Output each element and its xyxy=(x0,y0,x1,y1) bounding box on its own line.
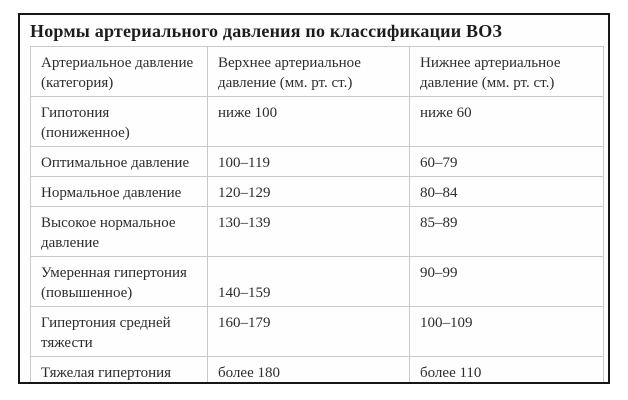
cell-diastolic: 80–84 xyxy=(409,176,604,207)
cell-category: Тяжелая гипертония xyxy=(30,356,208,382)
cell-category: Нормальное давление xyxy=(30,176,208,207)
cell-systolic: 100–119 xyxy=(207,146,410,177)
table-header-row: Артериальное давление (категория) Верхне… xyxy=(30,46,604,97)
cell-category: Гипотония (пониженное) xyxy=(30,96,208,147)
bp-norms-panel: Нормы артериального давления по классифи… xyxy=(18,13,610,384)
column-header-diastolic: Нижнее артериальное давление (мм. рт. ст… xyxy=(409,46,604,97)
column-header-category: Артериальное давление (категория) xyxy=(30,46,208,97)
cell-category: Высокое нормальное давление xyxy=(30,206,208,257)
table-row: Оптимальное давление 100–119 60–79 xyxy=(30,146,604,177)
cell-diastolic: 100–109 xyxy=(409,306,604,357)
table-row: Нормальное давление 120–129 80–84 xyxy=(30,176,604,207)
table-row: Умеренная гипертония (повышенное) 140–159… xyxy=(30,256,604,307)
cell-systolic: ниже 100 xyxy=(207,96,410,147)
cell-systolic: 120–129 xyxy=(207,176,410,207)
cell-diastolic: 85–89 xyxy=(409,206,604,257)
cell-systolic: 130–139 xyxy=(207,206,410,257)
bp-table: Артериальное давление (категория) Верхне… xyxy=(30,46,604,382)
cell-systolic: 140–159 xyxy=(207,256,410,307)
cell-category: Гипертония средней тяжести xyxy=(30,306,208,357)
table-body: Гипотония (пониженное) ниже 100 ниже 60 Опт… xyxy=(30,96,604,382)
cell-systolic: более 180 xyxy=(207,356,410,382)
table-row: Высокое нормальное давление 130–139 85–89 xyxy=(30,206,604,257)
table-row: Гипотония (пониженное) ниже 100 ниже 60 xyxy=(30,96,604,147)
cell-category: Оптимальное давление xyxy=(30,146,208,177)
cell-systolic: 160–179 xyxy=(207,306,410,357)
cell-diastolic: 60–79 xyxy=(409,146,604,177)
cell-diastolic: ниже 60 xyxy=(409,96,604,147)
cell-category: Умеренная гипертония (повышенное) xyxy=(30,256,208,307)
cell-diastolic: 90–99 xyxy=(409,256,604,307)
cell-diastolic: более 110 xyxy=(409,356,604,382)
table-row: Тяжелая гипертония более 180 более 110 xyxy=(30,356,604,382)
page-title: Нормы артериального давления по классифи… xyxy=(30,21,503,41)
table-row: Гипертония средней тяжести 160–179 100–109 xyxy=(30,306,604,357)
column-header-systolic: Верхнее артериальное давление (мм. рт. с… xyxy=(207,46,410,97)
